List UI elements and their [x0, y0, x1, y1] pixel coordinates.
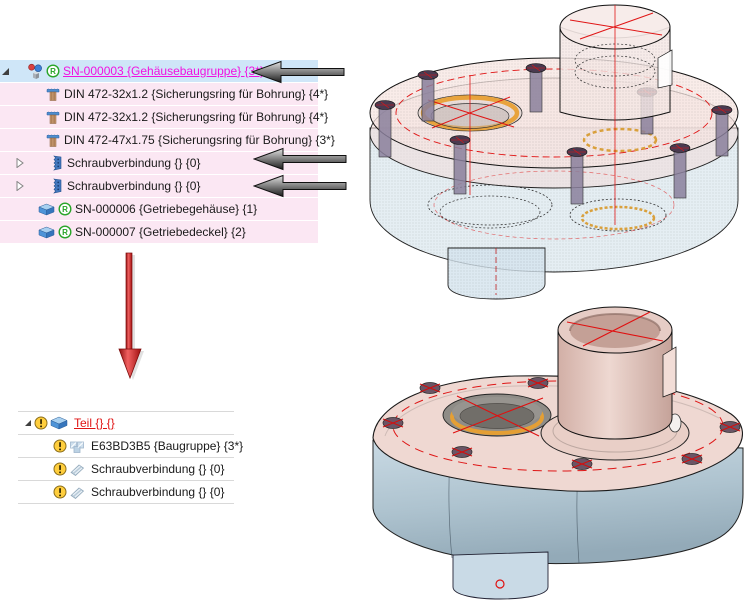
- svg-text:R: R: [50, 67, 56, 76]
- tree-item-label[interactable]: DIN 472-47x1.75 {Sicherungsring für Bohr…: [64, 133, 335, 147]
- tree-item-label[interactable]: Schraubverbindung {} {0}: [91, 462, 225, 476]
- wireframe-assembly-view[interactable]: [340, 0, 745, 300]
- tree-row-screw-ghost[interactable]: Schraubverbindung {} {0}: [18, 457, 234, 480]
- assembly-structure-icon: [27, 63, 44, 80]
- release-status-icon: R: [46, 64, 60, 78]
- svg-text:R: R: [62, 205, 68, 214]
- svg-text:R: R: [62, 228, 68, 237]
- assembly-ghost-icon: [69, 440, 85, 453]
- tree-row-retaining-ring[interactable]: DIN 472-47x1.75 {Sicherungsring für Bohr…: [0, 129, 335, 151]
- retaining-ring-icon: [46, 133, 60, 148]
- retaining-ring-icon: [46, 87, 60, 102]
- release-status-icon: R: [58, 225, 72, 239]
- pointer-arrow-root: [251, 60, 345, 84]
- tree-row-retaining-ring[interactable]: DIN 472-32x1.2 {Sicherungsring für Bohru…: [0, 83, 328, 105]
- tree-item-label[interactable]: SN-000007 {Getriebedeckel} {2}: [75, 225, 246, 239]
- tree-item-label[interactable]: SN-000003 {Gehäusebaugruppe} {3*}: [63, 64, 264, 78]
- tree-row-screw-ghost[interactable]: Schraubverbindung {} {0}: [18, 480, 234, 504]
- warning-icon: [53, 439, 67, 453]
- derived-part-tree: Teil {} {} E63BD3B5 {Baugruppe}: [18, 411, 243, 504]
- pointer-arrow-screw-1: [253, 147, 347, 171]
- tree-row-root-assembly[interactable]: R SN-000003 {Gehäusebaugruppe} {3*}: [0, 60, 318, 82]
- tree-item-label[interactable]: E63BD3B5 {Baugruppe} {3*}: [91, 439, 244, 453]
- expander-collapsed-icon[interactable]: [16, 181, 24, 191]
- tree-row-retaining-ring[interactable]: DIN 472-32x1.2 {Sicherungsring für Bohru…: [0, 106, 328, 128]
- tree-row-part[interactable]: R SN-000006 {Getriebegehäuse} {1}: [0, 198, 318, 220]
- tree-item-label[interactable]: DIN 472-32x1.2 {Sicherungsring für Bohru…: [64, 110, 329, 124]
- screw-connection-icon: [50, 178, 63, 194]
- expander-expanded-icon[interactable]: [25, 420, 31, 426]
- warning-icon: [53, 462, 67, 476]
- retaining-ring-icon: [46, 110, 60, 125]
- expander-collapsed-icon[interactable]: [16, 158, 24, 168]
- tree-item-label[interactable]: Schraubverbindung {} {0}: [67, 179, 201, 193]
- tree-row-teil-root[interactable]: Teil {} {}: [18, 411, 234, 434]
- assembly-structure-tree: R SN-000003 {Gehäusebaugruppe} {3*} DIN …: [0, 60, 335, 244]
- warning-icon: [53, 485, 67, 499]
- part-box-icon: [38, 226, 55, 239]
- part-box-icon: [38, 203, 55, 216]
- tree-row-screw-connection[interactable]: Schraubverbindung {} {0}: [0, 152, 318, 174]
- tree-item-label[interactable]: SN-000006 {Getriebegehäuse} {1}: [75, 202, 258, 216]
- tree-item-label[interactable]: Teil {} {}: [74, 416, 115, 430]
- tree-row-screw-connection[interactable]: Schraubverbindung {} {0}: [0, 175, 318, 197]
- screw-connection-icon: [50, 155, 63, 171]
- screw-ghost-icon: [69, 463, 85, 476]
- part-box-icon: [50, 416, 68, 430]
- tree-row-part[interactable]: R SN-000007 {Getriebedeckel} {2}: [0, 221, 318, 243]
- tree-item-label[interactable]: DIN 472-32x1.2 {Sicherungsring für Bohru…: [64, 87, 329, 101]
- expander-expanded-icon[interactable]: [2, 67, 9, 75]
- release-status-icon: R: [58, 202, 72, 216]
- tree-item-label[interactable]: Schraubverbindung {} {0}: [67, 156, 201, 170]
- pointer-arrow-screw-2: [253, 174, 347, 198]
- red-down-arrow: [118, 252, 144, 380]
- tree-row-baugruppe[interactable]: E63BD3B5 {Baugruppe} {3*}: [18, 434, 243, 457]
- warning-icon: [34, 416, 48, 430]
- solid-assembly-view[interactable]: [345, 300, 745, 602]
- tree-item-label[interactable]: Schraubverbindung {} {0}: [91, 485, 225, 499]
- screw-ghost-icon: [69, 486, 85, 499]
